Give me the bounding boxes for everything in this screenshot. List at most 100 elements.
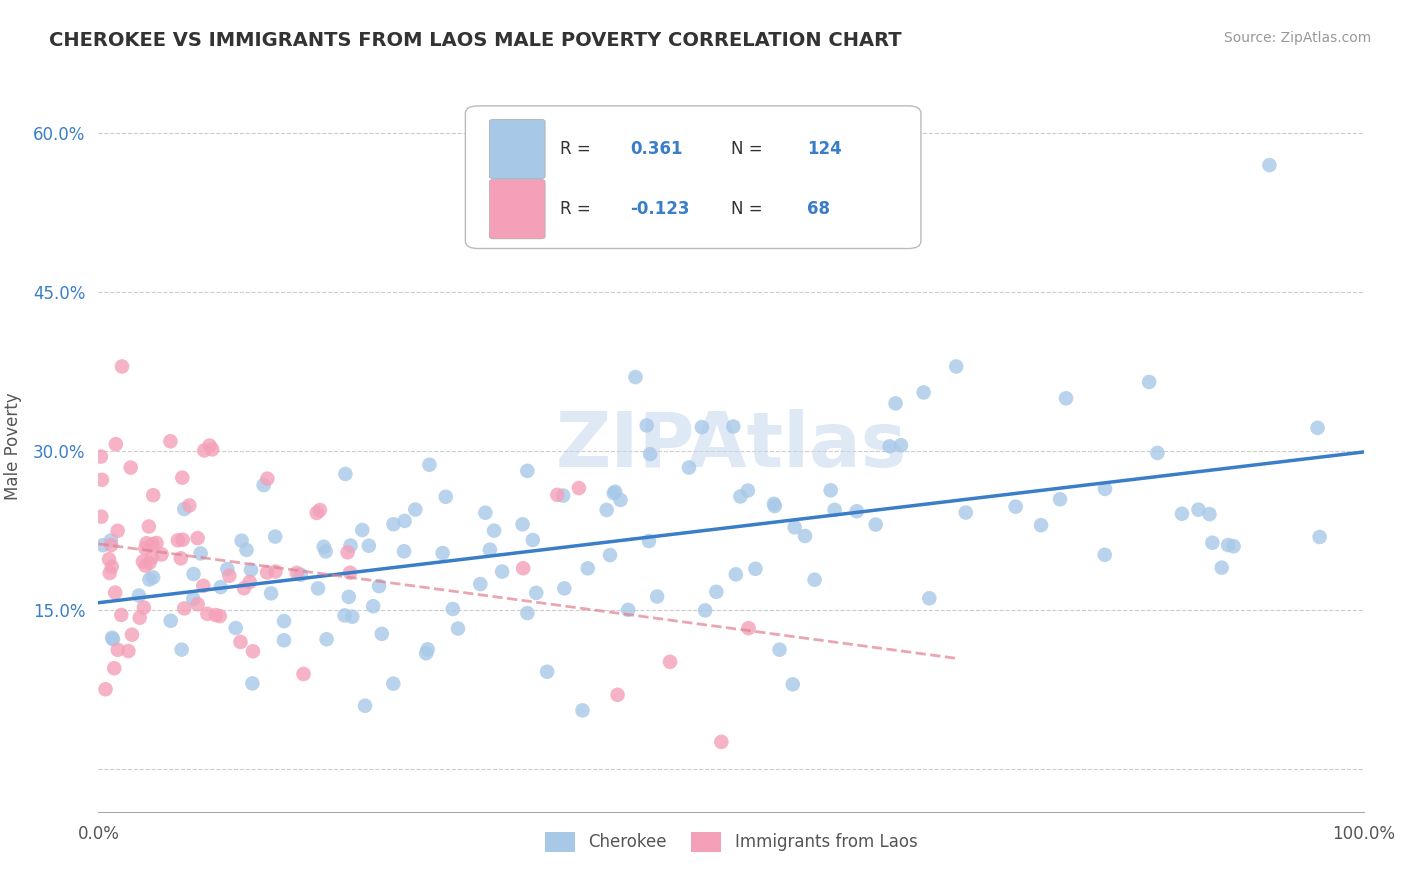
- Point: [845, 504, 868, 518]
- Point: [217, 562, 239, 576]
- Point: [710, 735, 733, 749]
- Point: [172, 470, 194, 484]
- Point: [678, 460, 700, 475]
- Point: [208, 609, 231, 624]
- Point: [195, 607, 218, 621]
- Point: [609, 492, 631, 507]
- Text: N =: N =: [731, 140, 762, 158]
- Point: [107, 643, 129, 657]
- Point: [187, 531, 209, 545]
- Point: [193, 579, 215, 593]
- Point: [512, 561, 534, 575]
- Point: [235, 542, 257, 557]
- Point: [110, 607, 132, 622]
- Point: [382, 517, 405, 532]
- Point: [98, 566, 121, 580]
- Point: [737, 483, 759, 498]
- Text: 124: 124: [807, 140, 842, 158]
- Point: [782, 677, 804, 691]
- Point: [744, 562, 766, 576]
- Point: [763, 499, 786, 513]
- Point: [524, 586, 547, 600]
- Point: [432, 546, 454, 560]
- Point: [273, 614, 295, 628]
- Point: [100, 559, 122, 574]
- Point: [491, 565, 513, 579]
- Point: [240, 563, 263, 577]
- Point: [1216, 538, 1239, 552]
- Point: [636, 418, 658, 433]
- Text: ZIPAtlas: ZIPAtlas: [555, 409, 907, 483]
- Point: [912, 385, 935, 400]
- Point: [783, 520, 806, 534]
- Point: [132, 555, 155, 569]
- Point: [135, 536, 157, 550]
- Point: [730, 490, 752, 504]
- Point: [90, 509, 112, 524]
- Point: [762, 497, 785, 511]
- Point: [233, 581, 256, 595]
- Text: 68: 68: [807, 200, 830, 219]
- Point: [1306, 421, 1329, 435]
- Point: [884, 396, 907, 410]
- Point: [138, 556, 160, 570]
- Point: [285, 566, 308, 580]
- Point: [181, 591, 204, 606]
- Point: [170, 642, 193, 657]
- Point: [603, 486, 626, 500]
- Text: Source: ZipAtlas.com: Source: ZipAtlas.com: [1223, 31, 1371, 45]
- Point: [159, 434, 181, 449]
- Point: [606, 688, 628, 702]
- Point: [737, 621, 759, 635]
- Point: [117, 644, 139, 658]
- Point: [305, 506, 328, 520]
- Point: [820, 483, 842, 498]
- Point: [307, 582, 329, 596]
- Point: [1198, 507, 1220, 521]
- Point: [128, 589, 150, 603]
- Point: [225, 621, 247, 635]
- Point: [190, 546, 212, 560]
- Point: [132, 600, 155, 615]
- Point: [111, 359, 134, 374]
- Point: [638, 447, 661, 461]
- Point: [659, 655, 682, 669]
- Point: [94, 682, 117, 697]
- Point: [201, 442, 224, 457]
- Point: [315, 632, 337, 647]
- Point: [90, 473, 112, 487]
- Point: [553, 582, 575, 596]
- Point: [128, 610, 150, 624]
- Point: [91, 538, 114, 552]
- Point: [568, 481, 591, 495]
- Point: [945, 359, 967, 374]
- Point: [315, 544, 337, 558]
- Point: [879, 439, 901, 453]
- Point: [170, 551, 193, 566]
- Point: [1094, 548, 1116, 562]
- Legend: Cherokee, Immigrants from Laos: Cherokee, Immigrants from Laos: [538, 826, 924, 858]
- Text: -0.123: -0.123: [630, 200, 689, 219]
- Point: [595, 503, 617, 517]
- Point: [361, 599, 384, 614]
- Point: [101, 631, 124, 645]
- Point: [553, 489, 575, 503]
- Point: [150, 548, 173, 562]
- Point: [1187, 502, 1209, 516]
- Point: [441, 602, 464, 616]
- Point: [218, 568, 240, 582]
- Point: [141, 550, 163, 565]
- Point: [824, 503, 846, 517]
- Point: [309, 503, 332, 517]
- Point: [1146, 446, 1168, 460]
- Point: [260, 586, 283, 600]
- Point: [516, 464, 538, 478]
- FancyBboxPatch shape: [489, 179, 546, 239]
- Point: [1137, 375, 1160, 389]
- Point: [193, 443, 215, 458]
- Y-axis label: Male Poverty: Male Poverty: [4, 392, 21, 500]
- Point: [173, 601, 195, 615]
- Point: [546, 488, 568, 502]
- Point: [368, 579, 391, 593]
- Point: [482, 524, 505, 538]
